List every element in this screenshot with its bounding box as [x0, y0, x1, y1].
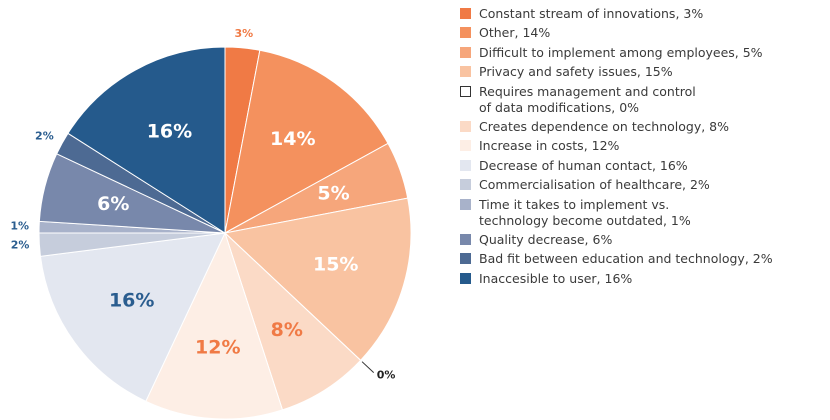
legend-swatch	[460, 27, 471, 39]
legend-item: Decrease of human contact, 16%	[460, 158, 830, 174]
legend-swatch	[460, 140, 471, 152]
legend-label: Inaccesible to user, 16%	[479, 270, 633, 286]
legend-swatch	[460, 179, 471, 191]
slice-label: 8%	[271, 319, 303, 341]
legend-label: Difficult to implement among employees, …	[479, 44, 763, 60]
legend-item: Inaccesible to user, 16%	[460, 271, 830, 287]
legend-label: Increase in costs, 12%	[479, 138, 620, 154]
legend-label: Other, 14%	[479, 25, 551, 41]
legend-label: Requires management and control of data …	[479, 83, 696, 115]
slice-label-outside: 0%	[377, 369, 396, 382]
pie-slice	[224, 49, 389, 234]
slice-label: 6%	[97, 193, 129, 215]
slice-label: 15%	[313, 254, 358, 276]
legend-label: Commercialisation of healthcare, 2%	[479, 177, 710, 193]
legend-label: Quality decrease, 6%	[479, 231, 613, 247]
pie-chart: 3% 14% 5% 15% 0% 8% 12% 16% 2% 1% 6% 2% 16%	[10, 27, 412, 420]
legend-item: Commercialisation of healthcare, 2%	[460, 177, 830, 193]
legend-label: Bad fit between education and technology…	[479, 251, 773, 267]
legend-swatch	[460, 159, 471, 171]
slice-label-outside: 2%	[11, 239, 30, 252]
legend-item: Time it takes to implement vs. technolog…	[460, 197, 830, 229]
legend-item: Privacy and safety issues, 15%	[460, 64, 830, 80]
legend-swatch	[460, 66, 471, 78]
legend-label: Decrease of human contact, 16%	[479, 157, 688, 173]
slice-label: 5%	[317, 182, 349, 204]
legend-item: Requires management and control of data …	[460, 84, 830, 116]
legend-item: Bad fit between education and technology…	[460, 251, 830, 267]
legend-label: Privacy and safety issues, 15%	[479, 64, 673, 80]
legend-swatch	[460, 198, 471, 210]
legend-item: Quality decrease, 6%	[460, 232, 830, 248]
legend: Constant stream of innovations, 3% Other,…	[460, 6, 830, 290]
slice-label: 14%	[270, 128, 315, 150]
slice-label-outside: 1%	[10, 220, 29, 233]
legend-label: Time it takes to implement vs. technolog…	[479, 196, 691, 228]
slice-label: 12%	[195, 337, 240, 359]
pie-slice	[223, 197, 412, 362]
pie-slice	[39, 232, 226, 402]
legend-item: Creates dependence on technology, 8%	[460, 119, 830, 135]
legend-swatch	[460, 233, 471, 245]
legend-item: Increase in costs, 12%	[460, 138, 830, 154]
legend-item: Difficult to implement among employees, …	[460, 45, 830, 61]
legend-label: Creates dependence on technology, 8%	[479, 118, 730, 134]
legend-swatch	[460, 85, 471, 97]
slice-label-outside: 2%	[35, 130, 54, 143]
leader-line	[361, 361, 375, 374]
legend-swatch	[460, 46, 471, 58]
pie-slice	[145, 231, 284, 420]
pie-slice	[67, 46, 226, 234]
legend-swatch	[460, 8, 471, 19]
legend-swatch	[460, 272, 471, 284]
legend-item: Constant stream of innovations, 3%	[460, 6, 830, 22]
legend-label: Constant stream of innovations, 3%	[479, 6, 704, 21]
slice-label: 16%	[147, 120, 192, 142]
pie-slice	[224, 232, 362, 411]
legend-swatch	[460, 120, 471, 132]
slice-label: 16%	[109, 289, 154, 311]
slice-label-outside: 3%	[234, 27, 253, 40]
legend-item: Other, 14%	[460, 25, 830, 41]
legend-swatch	[460, 253, 471, 265]
